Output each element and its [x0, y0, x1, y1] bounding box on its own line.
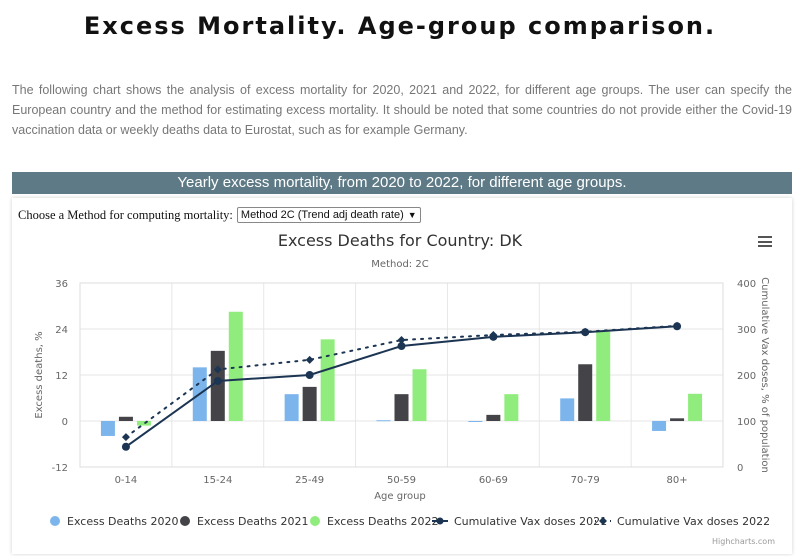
- legend-symbol: [50, 516, 60, 526]
- marker-vax-2022: [121, 433, 130, 442]
- method-label: Choose a Method for computing mortality:: [18, 207, 233, 222]
- marker-vax-2022: [305, 355, 314, 364]
- y-tick-label: 0: [62, 417, 68, 428]
- y2-tick-label: 100: [737, 417, 756, 428]
- x-tick-label: 15-24: [203, 475, 232, 486]
- page-title: Excess Mortality. Age-group comparison.: [83, 12, 717, 40]
- bar-excess-deaths-2020: [652, 421, 667, 431]
- bar-excess-deaths-2020: [376, 420, 391, 422]
- x-tick-label: 60-69: [479, 475, 508, 486]
- bar-excess-deaths-2021: [486, 414, 501, 421]
- bar-excess-deaths-2022: [228, 311, 243, 421]
- y-tick-label: -12: [52, 463, 68, 474]
- legend-item: Cumulative Vax doses 2022: [617, 515, 770, 528]
- legend-symbol: [436, 517, 444, 525]
- bar-excess-deaths-2020: [560, 398, 575, 421]
- bar-excess-deaths-2022: [412, 369, 427, 421]
- legend-item: Excess Deaths 2020: [67, 515, 179, 528]
- x-tick-label: 50-59: [387, 475, 416, 486]
- bar-excess-deaths-2022: [504, 394, 519, 421]
- x-tick-label: 70-79: [571, 475, 600, 486]
- chart-panel: [12, 198, 792, 554]
- section-banner: Yearly excess mortality, from 2020 to 20…: [12, 172, 792, 194]
- chart-subtitle: Method: 2C: [371, 259, 428, 270]
- legend-symbol: [310, 516, 320, 526]
- legend-item: Excess Deaths 2022: [327, 515, 439, 528]
- bar-excess-deaths-2021: [210, 350, 225, 421]
- bar-excess-deaths-2022: [688, 393, 703, 421]
- legend-item: Excess Deaths 2021: [197, 515, 309, 528]
- bar-excess-deaths-2021: [670, 418, 685, 421]
- legend-item: Cumulative Vax doses 2021: [454, 515, 607, 528]
- marker-vax-2021: [397, 342, 406, 351]
- bar-excess-deaths-2022: [320, 339, 335, 421]
- x-tick-label: 80+: [667, 475, 688, 486]
- marker-vax-2022: [673, 321, 682, 330]
- y-axis-title: Excess deaths, %: [34, 331, 45, 418]
- bar-excess-deaths-2021: [302, 386, 317, 421]
- marker-vax-2021: [121, 442, 130, 451]
- bar-excess-deaths-2021: [394, 394, 409, 421]
- chart-title: Excess Deaths for Country: DK: [278, 231, 523, 250]
- y-tick-label: 36: [55, 279, 68, 290]
- y2-axis-title: Cumulative Vax doses, % of population: [759, 277, 770, 473]
- x-tick-label: 0-14: [115, 475, 138, 486]
- bar-excess-deaths-2021: [578, 364, 593, 421]
- marker-vax-2021: [213, 376, 222, 385]
- marker-vax-2021: [305, 371, 314, 379]
- y2-tick-label: 400: [737, 279, 756, 290]
- marker-vax-2022: [489, 330, 498, 339]
- bar-excess-deaths-2020: [100, 421, 115, 436]
- marker-vax-2022: [397, 336, 406, 345]
- x-tick-label: 25-49: [295, 475, 324, 486]
- marker-vax-2022: [581, 327, 590, 336]
- y2-tick-label: 0: [737, 463, 743, 474]
- plot-border: [79, 282, 724, 468]
- y-tick-label: 12: [55, 371, 68, 382]
- bar-excess-deaths-2020: [468, 421, 483, 422]
- credits-link: Highcharts.com: [712, 537, 775, 546]
- x-axis-title: Age group: [374, 491, 426, 502]
- bar-excess-deaths-2022: [136, 421, 151, 426]
- method-row: Choose a Method for computing mortality:…: [18, 207, 421, 223]
- legend-symbol: [180, 516, 190, 526]
- bar-excess-deaths-2020: [284, 394, 299, 421]
- chevron-down-icon: ▼: [407, 210, 417, 220]
- y2-tick-label: 200: [737, 371, 756, 382]
- marker-vax-2022: [213, 365, 222, 374]
- method-selected-value: Method 2C (Trend adj death rate): [240, 209, 404, 221]
- y-tick-label: 24: [55, 325, 68, 336]
- y2-tick-label: 300: [737, 325, 756, 336]
- legend-symbol: [599, 517, 607, 525]
- hamburger-menu-icon[interactable]: [758, 236, 772, 250]
- bar-excess-deaths-2021: [118, 416, 133, 421]
- method-select[interactable]: Method 2C (Trend adj death rate) ▼: [236, 207, 421, 223]
- bar-excess-deaths-2022: [596, 331, 611, 421]
- intro-paragraph: The following chart shows the analysis o…: [12, 83, 792, 137]
